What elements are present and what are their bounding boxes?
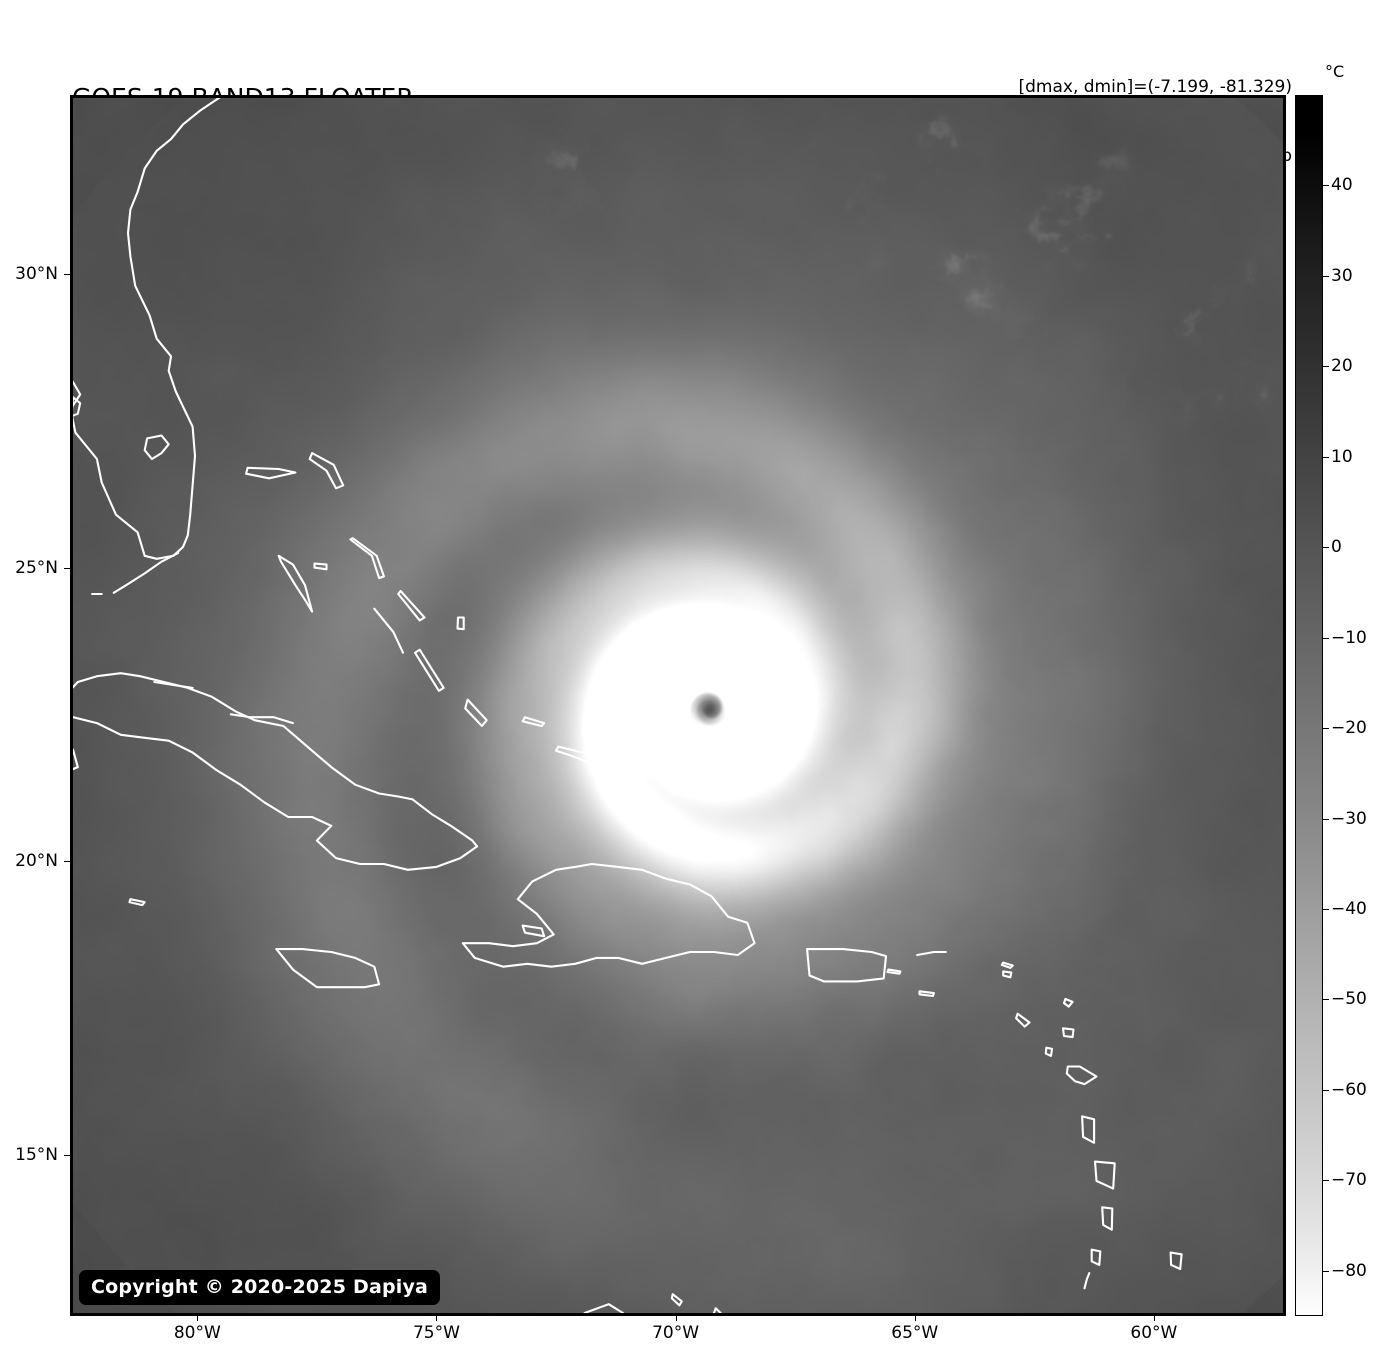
coastline-great-exuma [373,607,405,654]
colorbar [1295,95,1329,1316]
coastline-eleuthera [349,537,385,580]
coastline-st-croix [918,990,935,998]
coastline-cuba-cays-north [229,713,295,725]
coastline-abaco [308,452,345,490]
colorbar-tick-label: −50 [1331,989,1367,1010]
coastline-st-martin [1002,970,1013,979]
coastline-turks-caicos [554,745,601,766]
x-tick-mark [675,1316,677,1321]
colorbar-tick-mark [1323,728,1329,730]
coastline-florida-west-coast [73,380,146,557]
y-tick-mark [64,274,70,276]
colorbar-tick-mark [1323,547,1329,549]
coastline-barbados [1169,1251,1183,1271]
colorbar-tick-mark [1323,275,1329,277]
coastline-cat-island [397,589,426,622]
coastline-grenadines [1083,1272,1091,1290]
colorbar-tick-mark [1323,1270,1329,1272]
colorbar-tick-mark [1323,1180,1329,1182]
colorbar-tick-label: 20 [1331,356,1353,377]
x-tick-mark [1153,1316,1155,1321]
coastline-gonave [521,924,546,938]
colorbar-tick-label: −80 [1331,1260,1367,1281]
colorbar-tick-mark [1323,185,1329,187]
coastline-san-salvador [456,616,465,631]
y-tick-mark [64,567,70,569]
x-tick-label: 75°W [412,1323,460,1343]
colorbar-tick-mark [1323,1089,1329,1091]
coastline-antigua [1061,1027,1075,1039]
copyright-badge: Copyright © 2020-2025 Dapiya [79,1270,441,1305]
coastline-cuba-cays-central [153,680,194,689]
coastline-barbuda [1062,997,1074,1008]
x-tick-mark [914,1316,916,1321]
colorbar-tick-label: 40 [1331,175,1353,196]
coastline-cuba [73,672,479,871]
x-tick-mark [436,1316,438,1321]
coastline-vieques [886,968,902,975]
colorbar-tick-mark [1323,456,1329,458]
coastline-guadeloupe [1065,1065,1098,1086]
coastline-cayman [128,898,146,907]
colorbar-tick-mark [1323,999,1329,1001]
coastline-acklins [464,698,488,728]
coastline-st-kitts-nevis [1015,1012,1031,1028]
infrared-satellite-imagery [73,98,1283,1313]
colorbar-tick-label: 0 [1331,537,1342,558]
x-tick-label: 60°W [1130,1323,1178,1343]
coastline-anguilla [1000,961,1014,969]
x-tick-label: 65°W [891,1323,939,1343]
coastline-overlay [73,98,1183,1313]
coastline-us-east-coast [126,98,221,560]
colorbar-tick-label: −60 [1331,1079,1367,1100]
satellite-image-plot: Copyright © 2020-2025 Dapiya [70,95,1286,1316]
colorbar-tick-label: −40 [1331,899,1367,919]
colorbar-tick-mark [1323,909,1329,910]
coastline-lake-okeechobee [143,434,170,461]
y-tick-label: 20°N [15,851,58,872]
coastline-isla-juventud [73,748,79,771]
y-tick-mark [64,861,70,863]
y-tick-mark [64,1154,70,1156]
x-tick-label: 80°W [173,1323,221,1343]
coastline-hispaniola [461,862,756,968]
colorbar-tick-label: 30 [1331,265,1353,286]
coastline-andros [277,554,314,613]
coastline-curacao [712,1307,723,1313]
coastline-st-lucia [1101,1206,1114,1231]
coastline-tampa-bay [73,396,82,417]
dminmax-label: [dmax, dmin]=(-7.199, -81.329) [1018,77,1293,97]
colorbar-tick-label: −30 [1331,808,1367,829]
coastline-puerto-rico [806,948,888,983]
coastline-st-vincent [1090,1248,1102,1266]
colorbar-tick-mark [1323,366,1329,368]
coastline-florida-keys [112,551,180,594]
coastline-grand-bahama [245,466,297,480]
coastline-jamaica [275,948,381,989]
colorbar-tick-label: −70 [1331,1170,1367,1191]
coastline-virgin-islands [916,950,947,957]
colorbar-gradient [1295,95,1323,1316]
coastline-long-island-bhs [413,648,445,692]
coastline-mayaguana [521,716,546,728]
colorbar-tick-label: −20 [1331,718,1367,739]
colorbar-tick-label: 10 [1331,446,1353,467]
coastline-dominica [1081,1115,1096,1144]
coastline-new-providence [313,562,328,571]
colorbar-tick-mark [1323,818,1329,820]
y-tick-label: 30°N [15,264,58,285]
coastline-aruba [670,1293,683,1307]
x-tick-label: 70°W [652,1323,700,1343]
colorbar-tick-mark [1323,637,1329,639]
colorbar-tick-label: −10 [1331,627,1367,648]
coastline-montserrat [1044,1046,1054,1057]
colorbar-unit-label: °C [1325,62,1345,81]
x-tick-mark [197,1316,199,1321]
y-tick-label: 15°N [15,1144,58,1165]
y-tick-label: 25°N [15,557,58,578]
coastline-martinique [1093,1160,1116,1190]
